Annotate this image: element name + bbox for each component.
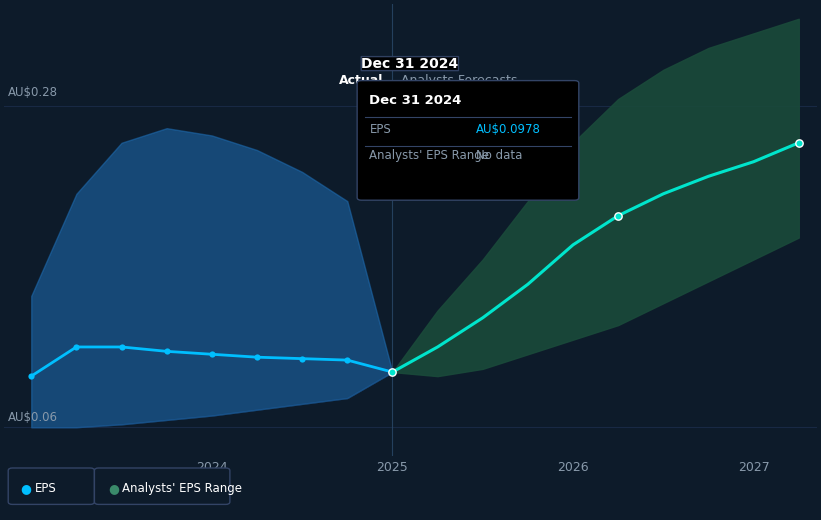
Point	[250, 353, 264, 361]
Text: Analysts' EPS Range: Analysts' EPS Range	[122, 483, 242, 495]
Point	[386, 368, 399, 376]
Text: Dec 31 2024: Dec 31 2024	[369, 94, 462, 107]
Point	[115, 343, 128, 351]
Text: Actual: Actual	[339, 74, 383, 87]
Point	[341, 356, 354, 364]
Text: Analysts' EPS Range: Analysts' EPS Range	[369, 149, 489, 162]
Text: AU$0.06: AU$0.06	[7, 411, 57, 424]
Point	[25, 372, 38, 380]
Point	[386, 368, 399, 376]
Text: ●: ●	[21, 483, 31, 495]
Text: EPS: EPS	[34, 483, 56, 495]
Point	[70, 343, 83, 351]
Point	[160, 347, 173, 356]
Text: EPS: EPS	[369, 123, 391, 136]
Text: Analysts Forecasts: Analysts Forecasts	[401, 74, 518, 87]
Point	[792, 139, 805, 147]
Text: ●: ●	[108, 483, 119, 495]
Point	[296, 355, 309, 363]
Text: No data: No data	[476, 149, 522, 162]
Point	[612, 212, 625, 220]
Point	[205, 350, 218, 358]
Text: Dec 31 2024: Dec 31 2024	[361, 57, 458, 71]
Text: AU$0.0978: AU$0.0978	[476, 123, 541, 136]
Text: AU$0.28: AU$0.28	[7, 86, 57, 99]
